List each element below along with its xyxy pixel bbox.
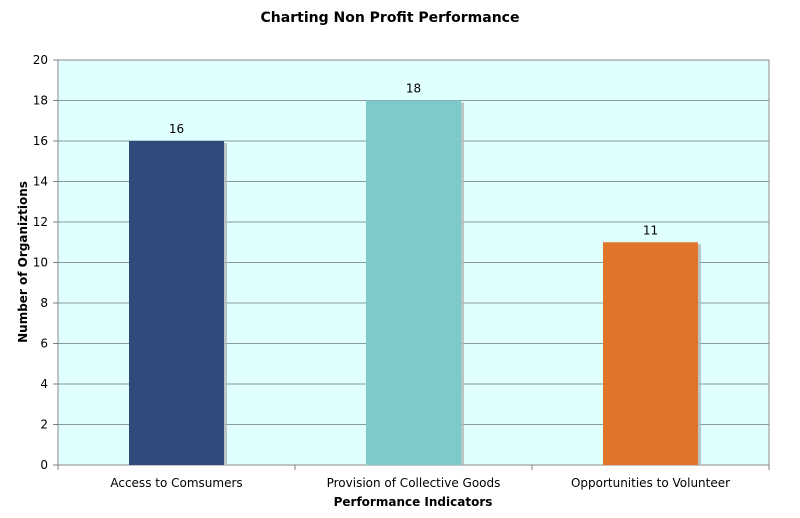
y-tick-label: 4	[40, 377, 48, 391]
data-label: 16	[169, 122, 184, 136]
bar-1	[129, 141, 224, 465]
data-label: 11	[643, 223, 658, 237]
x-tick-label: Provision of Collective Goods	[327, 476, 501, 490]
y-tick-label: 20	[33, 53, 48, 67]
y-axis-title: Number of Organiztions	[16, 181, 30, 343]
y-tick-label: 2	[40, 418, 48, 432]
data-label: 18	[406, 82, 421, 96]
y-tick-label: 8	[40, 296, 48, 310]
y-tick-label: 0	[40, 458, 48, 472]
y-tick-label: 18	[33, 94, 48, 108]
plot-area: 0 2 4 6 8 10 12 14 16 18 20 16 Access to Comsumers 18…	[33, 53, 770, 490]
y-tick-label: 10	[33, 256, 48, 270]
chart-title: Charting Non Profit Performance	[261, 10, 520, 26]
y-tick-label: 14	[33, 175, 48, 189]
x-tick-label: Opportunities to Volunteer	[571, 476, 730, 490]
bar-2	[366, 100, 461, 465]
x-axis-title: Performance Indicators	[334, 495, 493, 509]
y-tick-label: 16	[33, 134, 48, 148]
y-tick-label: 12	[33, 215, 48, 229]
x-tick-label: Access to Comsumers	[110, 476, 242, 490]
y-tick-label: 6	[40, 337, 48, 351]
bar-3	[603, 242, 698, 465]
